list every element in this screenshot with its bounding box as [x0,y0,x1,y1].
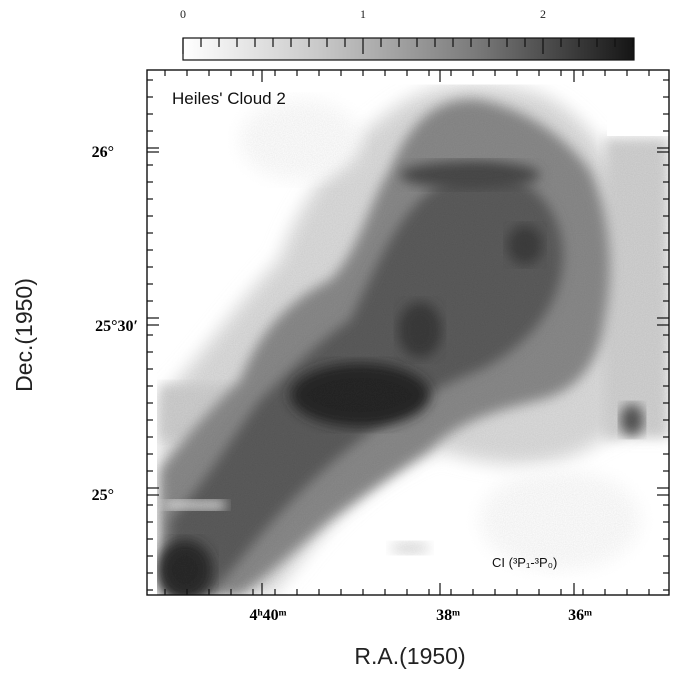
x-tick-label: 36ᵐ [568,607,592,624]
x-tick-label: 38ᵐ [436,607,460,624]
colorbar-gradient [183,38,634,60]
y-tick-label: 26° [92,144,114,161]
colorbar-tick-label: 2 [540,7,546,21]
colorbar-tick-label: 0 [180,7,186,21]
chart-title: Heiles' Cloud 2 [172,89,286,108]
y-tick-label: 25° [92,487,114,504]
x-axis-label: R.A.(1950) [354,643,465,669]
colorbar: 0 1 2 [180,7,634,60]
y-tick-label: 25°30′ [95,318,138,335]
x-tick-label: 4ʰ40ᵐ [249,607,286,624]
colorbar-tick-label: 1 [360,7,366,21]
intensity-map [147,70,669,600]
line-label: CI (³P₁-³P₀) [492,555,557,570]
y-axis-label: Dec.(1950) [11,278,37,392]
